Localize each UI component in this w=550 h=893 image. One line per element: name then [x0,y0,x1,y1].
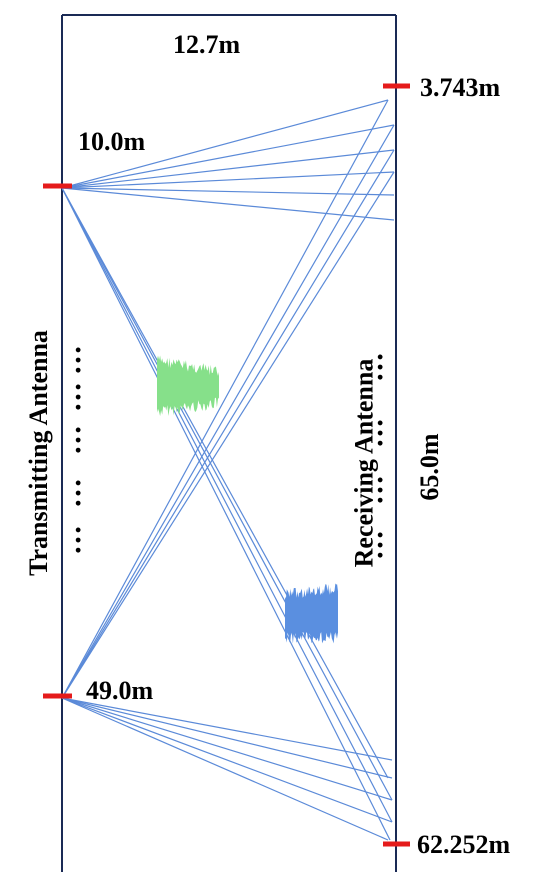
rx-ellipsis-1: … [371,352,404,382]
blue-signal-blob [285,583,338,644]
ray-line [61,187,395,221]
tx-ellipsis-4: … [69,478,102,508]
ray-line [61,187,395,196]
ray-line [61,99,389,699]
ray-line [61,124,395,189]
tx-ellipsis-3: … [69,425,102,455]
height-label: 65.0m [415,433,444,501]
tx-ellipsis-2: … [69,382,102,412]
tx-top-label: 10.0m [78,127,146,156]
ray-line [61,697,393,801]
rx-ellipsis-4: … [371,530,404,560]
rx-ellipsis-3: … [371,475,404,505]
ray-line [61,697,389,841]
tx-ellipsis-1: … [69,345,102,375]
rx-bottom-label: 62.252m [417,830,511,859]
width-label: 12.7m [173,30,241,59]
ray-line [61,187,389,779]
rx-ellipsis-2: … [371,418,404,448]
ray-line [61,697,393,779]
ray-line [61,697,393,761]
ray-line [61,99,389,189]
transmitter-title: Transmitting Antenna [24,330,53,576]
ray-line [61,149,395,189]
ray-line [61,124,395,699]
ray-line [61,171,395,189]
ray-line [61,149,395,699]
ray-line [61,697,393,823]
ray-line [61,187,393,823]
ray-line [61,171,395,699]
tx-ellipsis-5: … [69,525,102,555]
ray-line [61,187,391,841]
ray-line [61,187,393,801]
ray-paths [61,99,395,841]
rx-top-label: 3.743m [420,73,501,102]
tx-bottom-label: 49.0m [86,676,154,705]
green-signal-blob [157,355,219,417]
